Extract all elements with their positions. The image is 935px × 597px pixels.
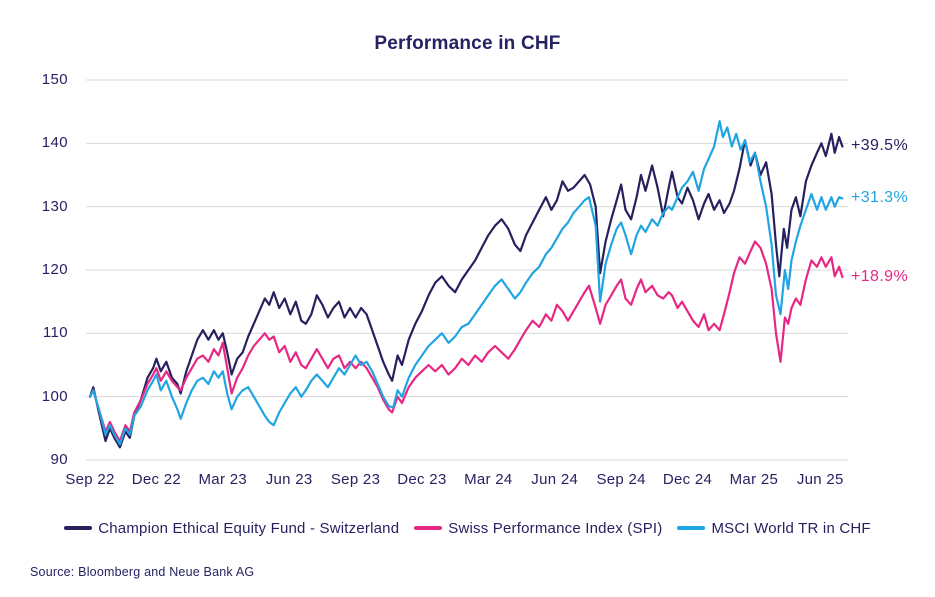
y-tick-label: 130	[41, 197, 68, 215]
series-end-label: +18.9%	[851, 267, 909, 285]
legend-item-spi: Swiss Performance Index (SPI)	[414, 520, 662, 537]
y-tick-label: 140	[41, 134, 68, 152]
legend-line-marker	[414, 526, 443, 530]
legend-item-msci: MSCI World TR in CHF	[677, 519, 871, 537]
chart-title: Performance in CHF	[374, 33, 561, 54]
x-tick-label: Jun 24	[531, 471, 579, 488]
x-tick-label: Dec 24	[662, 471, 713, 488]
y-tick-label: 120	[41, 260, 68, 278]
x-tick-label: Dec 22	[131, 471, 182, 488]
series-line-0	[88, 132, 844, 449]
x-tick-label: Mar 23	[198, 471, 248, 488]
legend-line-marker	[64, 526, 93, 530]
x-tick-label: Mar 24	[464, 471, 513, 488]
y-tick-label: 110	[42, 324, 68, 342]
legend-label: MSCI World TR in CHF	[711, 519, 871, 537]
series-line-1	[88, 240, 844, 443]
x-tick-label: Jun 23	[265, 471, 313, 488]
legend-label: Swiss Performance Index (SPI)	[448, 519, 663, 537]
legend-item-champion-fund: Champion Ethical Equity Fund - Switzerla…	[64, 520, 399, 537]
y-tick-label: 100	[41, 387, 68, 405]
y-tick-label: 90	[50, 450, 68, 468]
y-tick-label: 150	[41, 71, 68, 88]
x-tick-label: Sep 22	[65, 471, 115, 488]
x-tick-label: Sep 24	[596, 471, 646, 488]
legend-label: Champion Ethical Equity Fund - Switzerla…	[98, 519, 400, 537]
x-tick-label: Mar 25	[729, 471, 779, 488]
x-tick-label: Sep 23	[330, 471, 381, 488]
series-end-label: +31.3%	[851, 189, 909, 207]
source-note: Source: Bloomberg and Neue Bank AG	[30, 565, 255, 579]
legend-line-marker	[677, 526, 706, 530]
x-tick-label: Jun 25	[796, 471, 844, 488]
chart-legend: Champion Ethical Equity Fund - Switzerla…	[0, 516, 935, 540]
x-tick-label: Dec 23	[397, 471, 447, 488]
series-line-2	[88, 120, 844, 446]
series-end-label: +39.5%	[851, 137, 909, 155]
